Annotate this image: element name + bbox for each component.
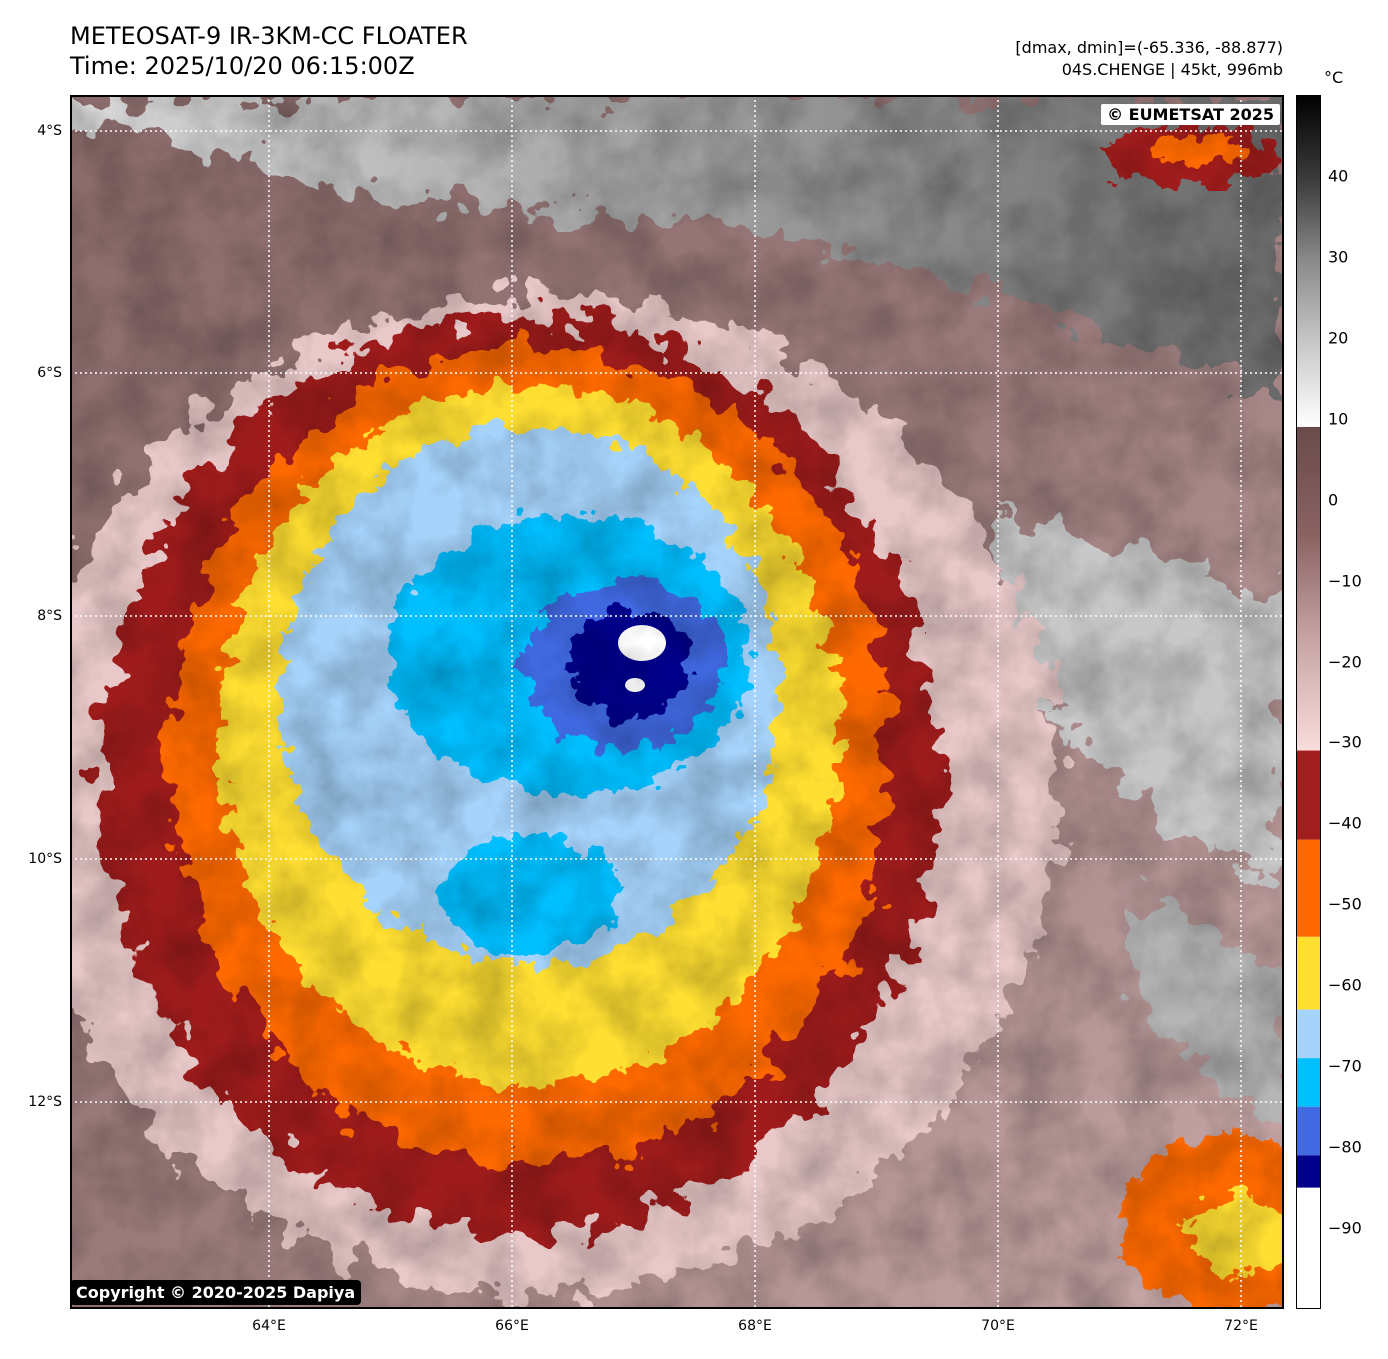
colorbar-band xyxy=(1296,1106,1321,1156)
lat-label-6s: 6°S xyxy=(37,365,62,381)
lat-label-12s: 12°S xyxy=(28,1094,62,1110)
colorbar-gradient-segment xyxy=(1296,426,1321,751)
satellite-ir-map xyxy=(70,95,1284,1309)
colorbar-band xyxy=(1296,750,1321,840)
chart-title: METEOSAT-9 IR-3KM-CC FLOATER xyxy=(70,22,468,50)
colorbar-tick-label: −20 xyxy=(1328,652,1362,672)
colorbar-band xyxy=(1296,1058,1321,1107)
lon-label-66e: 66°E xyxy=(495,1318,529,1334)
colorbar-gradient-segment xyxy=(1296,95,1321,427)
lon-label-70e: 70°E xyxy=(981,1318,1015,1334)
colorbar-band xyxy=(1296,1155,1321,1188)
colorbar-tick-label: 0 xyxy=(1328,490,1339,510)
colorbar-unit: °C xyxy=(1324,68,1344,87)
colorbar-tick-label: −10 xyxy=(1328,571,1362,591)
timestamp: Time: 2025/10/20 06:15:00Z xyxy=(70,52,415,80)
colorbar-tick-label: −30 xyxy=(1328,732,1362,752)
colorbar-band xyxy=(1296,1009,1321,1059)
colorbar xyxy=(1296,95,1321,1309)
lat-label-4s: 4°S xyxy=(37,123,62,139)
graticule xyxy=(70,95,1284,1309)
lat-label-10s: 10°S xyxy=(28,851,62,867)
colorbar-tick-label: 30 xyxy=(1328,247,1349,267)
copyright-label: Copyright © 2020-2025 Dapiya xyxy=(70,1280,362,1305)
cloud-texture xyxy=(70,95,1284,1309)
colorbar-band xyxy=(1296,1187,1321,1309)
colorbar-band xyxy=(1296,936,1321,1010)
colorbar-tick-label: 40 xyxy=(1328,166,1349,186)
colorbar-tick-label: −80 xyxy=(1328,1137,1362,1157)
lon-label-72e: 72°E xyxy=(1224,1318,1258,1334)
colorbar-band xyxy=(1296,839,1321,937)
colorbar-tick-label: −90 xyxy=(1328,1218,1362,1238)
storm-info: 04S.CHENGE | 45kt, 996mb xyxy=(1061,60,1283,79)
colorbar-frame xyxy=(1296,95,1321,1309)
lon-label-64e: 64°E xyxy=(252,1318,286,1334)
colorbar-tick-label: −70 xyxy=(1328,1056,1362,1076)
lon-label-68e: 68°E xyxy=(738,1318,772,1334)
temperature-range: [dmax, dmin]=(-65.336, -88.877) xyxy=(1015,38,1283,57)
colorbar-tick-label: −50 xyxy=(1328,894,1362,914)
map-frame xyxy=(70,95,1284,1309)
eumetsat-credit: © EUMETSAT 2025 xyxy=(1101,104,1280,125)
lat-label-8s: 8°S xyxy=(37,608,62,624)
colorbar-tick-label: 20 xyxy=(1328,328,1349,348)
colorbar-tick-label: −40 xyxy=(1328,813,1362,833)
colorbar-tick-label: 10 xyxy=(1328,409,1349,429)
colorbar-tick-label: −60 xyxy=(1328,975,1362,995)
